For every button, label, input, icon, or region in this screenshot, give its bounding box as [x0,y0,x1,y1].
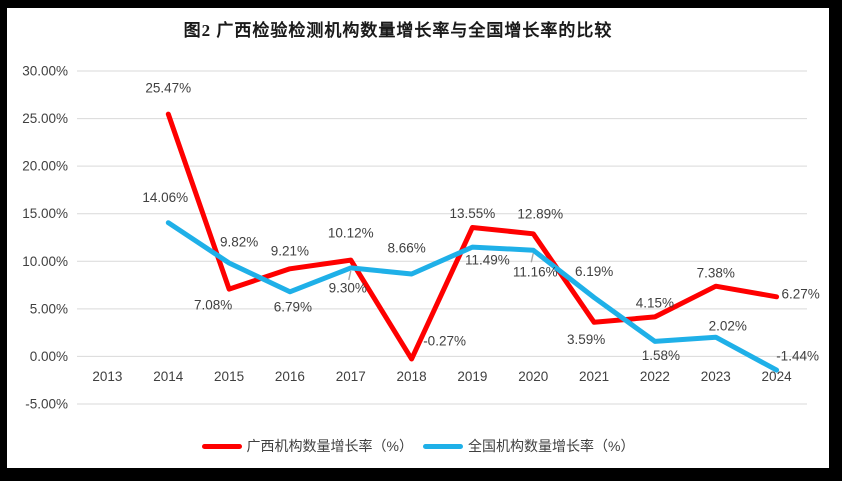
y-axis-tick-label: 25.00% [22,111,68,126]
data-label: -0.27% [423,333,466,348]
data-label: 25.47% [145,81,191,96]
x-axis-tick-label: 2017 [336,369,366,384]
data-label: 3.59% [567,332,605,347]
y-axis-tick-label: 0.00% [30,349,68,364]
y-axis-tick-label: -5.00% [25,397,68,412]
x-axis-tick-label: 2016 [275,369,305,384]
legend-item-national: 全国机构数量增长率（%） [423,436,634,456]
chart-title: 图2 广西检验检测机构数量增长率与全国增长率的比较 [183,21,613,40]
y-axis-tick-label: 20.00% [22,159,68,174]
data-label: 7.08% [194,298,232,313]
data-label: 6.19% [575,264,613,279]
x-axis-tick-label: 2014 [153,369,184,384]
y-axis-tick-label: 10.00% [22,254,68,269]
label-leader-line [348,270,352,281]
data-label: 6.27% [781,286,819,301]
data-label: 12.89% [517,206,563,221]
x-axis-tick-label: 2019 [457,369,487,384]
x-axis-tick-label: 2013 [92,369,122,384]
x-axis-tick-label: 2021 [579,369,609,384]
data-label: 2.02% [709,319,747,334]
y-axis-tick-label: 15.00% [22,206,68,221]
x-axis-tick-label: 2022 [640,369,670,384]
data-label: 7.38% [697,266,735,281]
legend: 广西机构数量增长率（%） 全国机构数量增长率（%） [7,436,829,456]
x-axis-tick-label: 2023 [701,369,731,384]
data-label: 10.12% [328,226,374,241]
plot-area: 30.00% 25.00% 20.00% 15.00% 10.00% 5.00% 0.00%… [22,64,820,412]
data-label: 13.55% [450,206,496,221]
chart-canvas: 图2 广西检验检测机构数量增长率与全国增长率的比较 30.00% 25.00% 20… [7,8,829,468]
series-line-guangxi [165,111,780,362]
legend-line-swatch-icon [201,443,242,449]
data-label: 9.21% [271,243,309,258]
series-line-national [165,220,780,373]
data-label: 8.66% [387,241,425,256]
data-label: 9.30% [329,280,367,295]
legend-line-swatch-icon [423,443,463,449]
data-label: 9.82% [220,234,258,249]
data-label: 6.79% [274,299,312,314]
data-label: 11.49% [465,253,510,268]
x-axis-tick-label: 2015 [214,369,244,384]
y-axis-tick-label: 30.00% [22,64,68,79]
data-label: -1.44% [776,349,819,364]
data-label: 14.06% [142,190,188,205]
x-axis-tick-label: 2018 [397,369,427,384]
label-leader-line [530,253,534,263]
legend-label: 全国机构数量增长率（%） [468,438,635,454]
legend-item-guangxi: 广西机构数量增长率（%） [201,436,413,456]
data-label: 11.16% [513,265,558,280]
x-axis-tick-label: 2024 [762,369,793,384]
data-label: 4.15% [636,295,674,310]
x-axis-tick-label: 2020 [518,369,548,384]
data-label: 1.58% [642,348,680,363]
y-axis-tick-label: 5.00% [30,301,68,316]
legend-label: 广西机构数量增长率（%） [246,438,413,454]
